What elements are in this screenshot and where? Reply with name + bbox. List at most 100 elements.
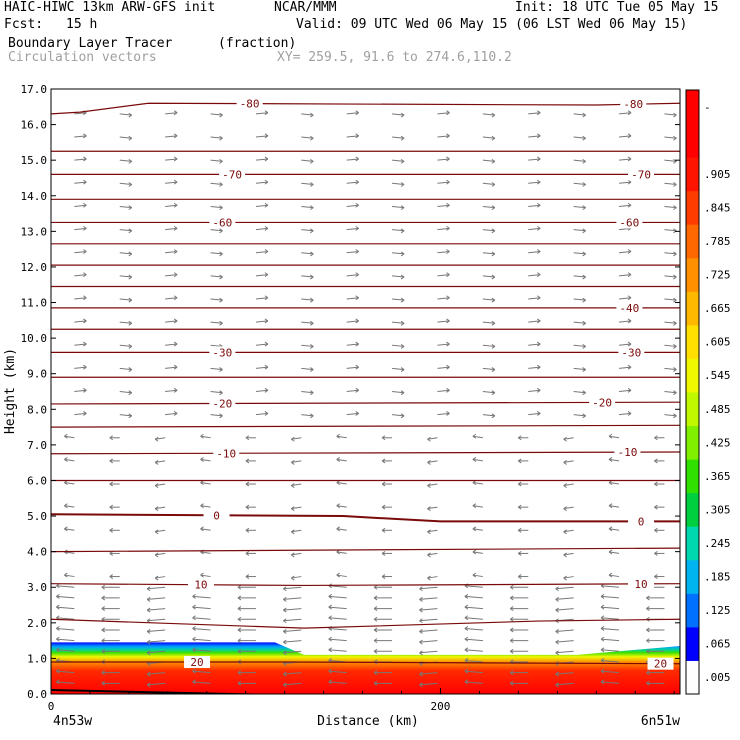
vector-head <box>328 636 332 642</box>
vector-head <box>673 297 677 303</box>
circulation-vector <box>600 659 620 663</box>
circulation-vector <box>255 366 268 369</box>
circulation-vector <box>664 414 677 417</box>
vector-head <box>646 648 650 654</box>
circulation-vector <box>210 113 223 116</box>
vector-head <box>192 604 196 610</box>
vector-head <box>400 390 405 396</box>
vector-head <box>154 552 159 558</box>
vector-head <box>310 274 314 280</box>
vector-head <box>200 456 204 462</box>
vector-head <box>446 133 450 139</box>
vector-head <box>400 274 405 280</box>
vector-head <box>509 638 514 644</box>
circulation-vector <box>664 367 677 371</box>
org-label: NCAR/MMM <box>274 0 337 15</box>
circulation-vector <box>74 320 87 323</box>
vector-head <box>464 636 469 642</box>
y-tick-label: 9.0 <box>27 368 47 381</box>
circulation-vector <box>472 505 483 508</box>
circulation-vector <box>210 391 223 394</box>
circulation-vector <box>74 135 87 138</box>
circulation-vector <box>301 205 314 209</box>
vector-head <box>654 527 658 533</box>
circulation-vector <box>664 136 677 139</box>
circulation-vector <box>392 298 405 301</box>
circulation-vector <box>573 275 586 278</box>
circulation-vector <box>64 435 75 439</box>
circulation-vector <box>563 552 574 556</box>
vector-head <box>264 364 269 370</box>
vector-head <box>673 135 677 141</box>
vector-head <box>336 572 340 578</box>
vector-head <box>355 110 359 116</box>
circulation-vector <box>210 252 223 255</box>
circulation-vector <box>600 585 620 588</box>
circulation-vector <box>573 159 586 162</box>
circulation-vector <box>392 344 405 347</box>
circulation-vector <box>437 181 450 184</box>
vector-head <box>536 249 541 254</box>
vector-head <box>536 341 541 347</box>
vector-head <box>328 668 332 674</box>
circulation-vector <box>618 343 632 346</box>
vector-head <box>464 679 469 685</box>
circulation-vector <box>74 158 87 161</box>
circulation-vector <box>346 112 359 115</box>
circulation-vector <box>346 135 359 138</box>
circulation-vector <box>56 627 75 631</box>
circulation-vector <box>301 136 314 139</box>
contour-label: 0 <box>638 515 645 528</box>
circulation-vector <box>328 617 347 620</box>
circulation-vector <box>618 412 632 416</box>
colorbar-label: .485 <box>704 403 731 416</box>
vector-head <box>654 551 658 556</box>
vector-head <box>600 615 605 621</box>
contour-label-bg <box>628 577 655 590</box>
contour-label-bg <box>628 515 655 528</box>
vector-head <box>472 503 477 509</box>
circulation-vector <box>192 595 211 599</box>
vector-head <box>373 595 378 601</box>
vector-head <box>555 629 559 634</box>
vector-head <box>608 526 613 532</box>
plot-frame <box>50 88 681 695</box>
circulation-vector <box>336 435 347 439</box>
circulation-vector <box>119 229 132 232</box>
contour-label-bg <box>219 168 246 181</box>
circulation-vector <box>147 597 166 600</box>
vector-head <box>291 436 295 442</box>
circulation-vector <box>437 320 450 323</box>
vector-head <box>109 574 114 579</box>
circulation-vector <box>210 321 223 324</box>
vector-head <box>173 318 178 324</box>
x-start-label: 4n53w <box>53 714 92 729</box>
circulation-vector <box>119 414 132 417</box>
colorbar-frame <box>685 89 700 695</box>
vector-head <box>83 341 87 347</box>
temperature-contour <box>51 583 680 587</box>
vector-head <box>219 135 223 141</box>
circulation-vector <box>210 229 223 232</box>
colorbar-label: .305 <box>704 503 731 516</box>
vector-head <box>128 344 133 349</box>
circulation-vector <box>255 320 268 323</box>
vector-head <box>400 251 405 257</box>
vector-head <box>627 411 632 416</box>
vector-head <box>355 341 359 347</box>
vector-head <box>192 626 196 631</box>
colorbar-swatch <box>686 660 699 695</box>
vector-head <box>464 668 469 674</box>
vector-head <box>608 433 613 439</box>
circulation-vector <box>165 251 178 254</box>
circulation-vector <box>56 585 75 588</box>
vector-head <box>373 670 378 676</box>
circulation-vector <box>437 274 450 277</box>
circulation-vector <box>336 551 347 554</box>
y-tick-label: 3.0 <box>27 581 47 594</box>
circulation-vector <box>165 135 178 138</box>
circulation-vector <box>664 344 677 347</box>
circulation-vector <box>528 412 541 416</box>
circulation-vector <box>291 483 302 487</box>
circulation-vector <box>346 204 359 207</box>
